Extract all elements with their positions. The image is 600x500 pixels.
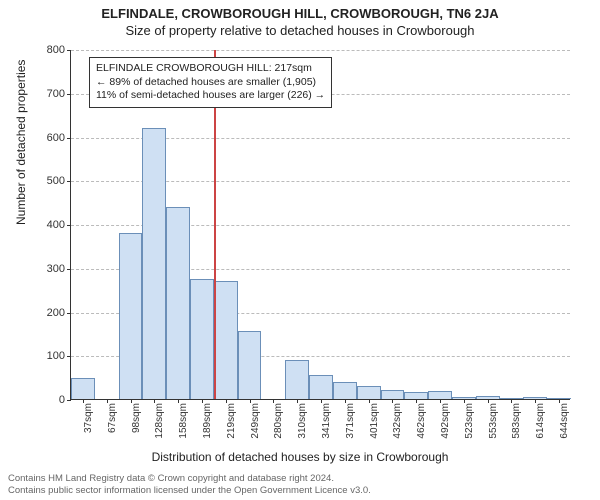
xtick-label: 158sqm [178,403,189,439]
xtick-label: 462sqm [416,403,427,439]
xtick-label: 492sqm [440,403,451,439]
ytick-mark [67,181,71,182]
annotation-line: ← 89% of detached houses are smaller (1,… [96,76,325,90]
ytick-mark [67,138,71,139]
ytick-label: 100 [47,350,65,362]
xtick-label: 341sqm [321,403,332,439]
x-axis-label: Distribution of detached houses by size … [0,450,600,464]
xtick-label: 280sqm [273,403,284,439]
histogram-bar [333,382,357,400]
histogram-chart: 010020030040050060070080037sqm67sqm98sqm… [70,50,570,400]
ytick-label: 800 [47,44,65,56]
ytick-label: 400 [47,219,65,231]
histogram-bar [190,279,214,399]
histogram-bar [309,375,333,399]
ytick-label: 500 [47,175,65,187]
histogram-bar [71,378,95,399]
xtick-label: 553sqm [488,403,499,439]
xtick-label: 310sqm [297,403,308,439]
ytick-label: 300 [47,263,65,275]
ytick-mark [67,356,71,357]
ytick-mark [67,313,71,314]
xtick-label: 98sqm [131,403,142,433]
histogram-bar [428,391,452,399]
xtick-label: 644sqm [559,403,570,439]
xtick-label: 37sqm [83,403,94,433]
ytick-mark [67,225,71,226]
histogram-bar [285,360,309,399]
annotation-line: 11% of semi-detached houses are larger (… [96,89,325,103]
ytick-mark [67,269,71,270]
histogram-bar [357,386,381,399]
ytick-label: 200 [47,307,65,319]
y-axis-label: Number of detached properties [14,60,28,225]
plot-area: 010020030040050060070080037sqm67sqm98sqm… [70,50,570,400]
ytick-mark [67,400,71,401]
page-subtitle: Size of property relative to detached ho… [0,21,600,38]
ytick-mark [67,50,71,51]
ytick-label: 700 [47,88,65,100]
footer-line: Contains public sector information licen… [8,485,371,496]
histogram-bar [142,128,166,399]
xtick-label: 432sqm [392,403,403,439]
xtick-label: 219sqm [226,403,237,439]
histogram-bar [119,233,143,399]
xtick-label: 614sqm [535,403,546,439]
gridline [71,50,570,51]
xtick-label: 523sqm [464,403,475,439]
xtick-label: 189sqm [202,403,213,439]
xtick-label: 128sqm [154,403,165,439]
footer-attribution: Contains HM Land Registry data © Crown c… [8,473,371,496]
annotation-line: ELFINDALE CROWBOROUGH HILL: 217sqm [96,62,325,76]
ytick-label: 0 [59,394,65,406]
footer-line: Contains HM Land Registry data © Crown c… [8,473,371,484]
xtick-label: 583sqm [511,403,522,439]
histogram-bar [166,207,190,400]
annotation-box: ELFINDALE CROWBOROUGH HILL: 217sqm← 89% … [89,57,332,108]
ytick-label: 600 [47,132,65,144]
histogram-bar [238,331,262,399]
xtick-label: 371sqm [345,403,356,439]
histogram-bar [381,390,405,399]
ytick-mark [67,94,71,95]
xtick-label: 249sqm [250,403,261,439]
xtick-label: 67sqm [107,403,118,433]
histogram-bar [214,281,238,399]
page-title: ELFINDALE, CROWBOROUGH HILL, CROWBOROUGH… [0,0,600,21]
xtick-label: 401sqm [369,403,380,439]
